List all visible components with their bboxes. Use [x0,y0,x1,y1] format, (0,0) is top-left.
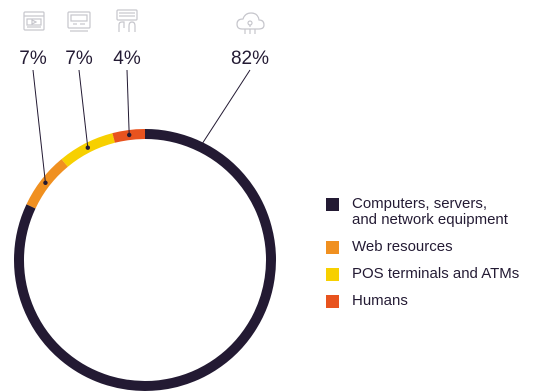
ring-segment-web [26,159,68,209]
legend-swatch-humans [326,295,339,308]
legend: Computers, servers, and network equipmen… [326,196,554,320]
legend-item-pos: POS terminals and ATMs [326,266,554,282]
legend-label-humans: Humans [352,292,408,309]
percent-label-pos: 7% [65,48,93,69]
percent-label-humans: 4% [113,48,141,69]
percent-label-computers: 82% [231,48,269,69]
legend-label-web: Web resources [352,238,453,255]
leader-line-pos [78,69,89,148]
percent-labels: 7% 7% 4% 82% [19,48,269,69]
ring-segments [14,129,276,391]
legend-swatch-computers [326,198,339,211]
category-icons [23,9,265,34]
legend-label-computers: Computers, servers, and network equipmen… [352,195,508,228]
pos-terminal-icon [67,11,91,32]
leader-dot-computers [198,144,203,149]
leader-dot-pos [85,145,91,150]
ring-segment-computers [14,129,276,391]
human-hand-icon [116,9,138,32]
web-browser-icon [23,11,45,31]
ring-segment-pos [61,133,116,167]
leader-line-web [32,69,46,183]
legend-swatch-web [326,241,339,254]
legend-item-web: Web resources [326,239,554,255]
leader-dot-web [43,180,48,185]
legend-swatch-pos [326,268,339,281]
leader-line-humans [126,69,130,136]
cloud-network-icon [236,12,265,34]
legend-item-computers: Computers, servers, and network equipmen… [326,196,554,228]
legend-item-humans: Humans [326,293,554,309]
percent-label-web: 7% [19,48,47,69]
leader-dot-humans [127,132,132,138]
legend-label-pos: POS terminals and ATMs [352,265,520,282]
leader-line-computers [199,69,251,148]
leader-lines [32,69,251,185]
